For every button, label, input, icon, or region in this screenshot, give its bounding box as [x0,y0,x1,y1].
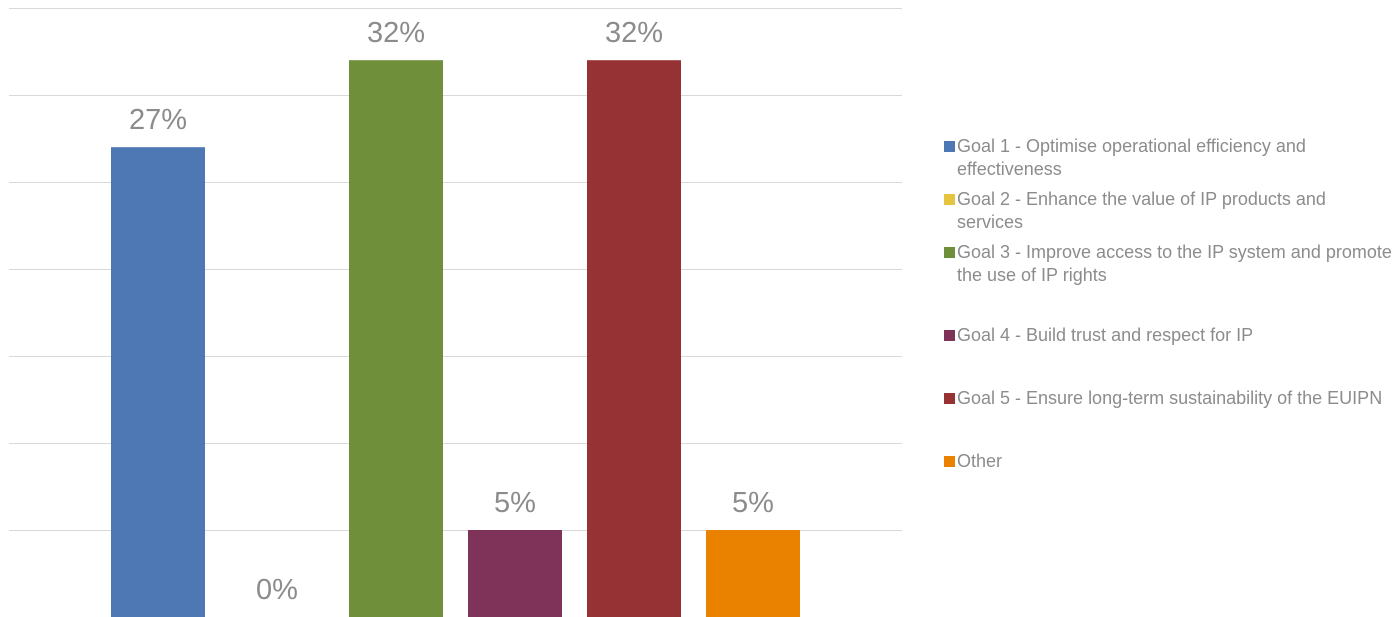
legend-label: Other [957,451,1003,471]
chart-plot-area: 27% 0% 32% 5% 32% 5% [9,8,902,617]
legend-label: Goal 5 - Ensure long-term sustainability… [957,388,1383,408]
legend-swatch [944,456,955,467]
legend-label: Goal 4 - Build trust and respect for IP [957,325,1254,345]
bar-goal-1 [111,147,205,617]
legend-label: Goal 2 - Enhance the value of IP product… [957,189,1326,232]
data-label-4: 5% [494,487,536,519]
data-label-5: 32% [605,17,663,49]
bar-goal-3 [349,60,443,617]
data-label-3: 32% [367,17,425,49]
bar-goal-6 [706,530,800,617]
data-label-1: 27% [129,104,187,136]
legend-item-1: Goal 1 - Optimise operational efficiency… [944,135,1396,181]
legend-item-2: Goal 2 - Enhance the value of IP product… [944,188,1396,234]
legend-item-5: Goal 5 - Ensure long-term sustainability… [944,387,1396,410]
legend-label: Goal 3 - Improve access to the IP system… [957,242,1392,285]
legend-swatch [944,393,955,404]
data-label-6: 5% [732,487,774,519]
legend-label: Goal 1 - Optimise operational efficiency… [957,136,1306,179]
bars [111,60,800,617]
legend-swatch [944,141,955,152]
bar-goal-5 [587,60,681,617]
legend-item-3: Goal 3 - Improve access to the IP system… [944,241,1396,287]
bar-goal-4 [468,530,562,617]
legend-swatch [944,247,955,258]
legend-item-6: Other [944,450,1396,473]
legend-swatch [944,194,955,205]
legend-item-4: Goal 4 - Build trust and respect for IP [944,324,1396,347]
data-label-2: 0% [256,574,298,606]
data-labels: 27% 0% 32% 5% 32% 5% [129,17,774,606]
legend-swatch [944,330,955,341]
